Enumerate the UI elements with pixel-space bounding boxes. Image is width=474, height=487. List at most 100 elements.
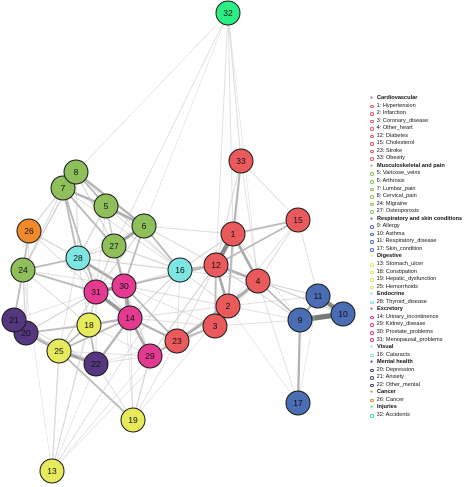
edge-6-1	[143, 225, 234, 235]
node-28: 28	[65, 245, 91, 271]
node-3-label: 3	[213, 321, 218, 331]
legend-ring-icon	[370, 187, 374, 192]
edge-13-29	[51, 355, 151, 472]
node-27: 27	[101, 233, 127, 259]
edge-28-25	[58, 257, 79, 352]
node-23-circle	[164, 328, 190, 354]
node-9-circle	[287, 307, 313, 333]
node-22-circle	[83, 351, 109, 377]
node-8-label: 8	[74, 167, 79, 177]
legend-dot-icon: ●	[370, 359, 374, 366]
legend-item: 18: Constipation	[370, 269, 474, 277]
node-6: 6	[131, 213, 157, 239]
legend-ring-icon	[370, 376, 374, 380]
node-27-label: 27	[109, 241, 119, 251]
legend-item: 3: Coronary_disease	[370, 118, 474, 126]
edge-15-12	[215, 219, 299, 266]
legend-item: 28: Thyroid_disease	[370, 299, 474, 307]
edge-6-12	[143, 225, 217, 266]
legend-group-mental: ● Mental health	[370, 359, 474, 367]
node-16-label: 16	[175, 265, 185, 275]
legend-ring-icon	[370, 285, 374, 290]
legend-item-label: 7: Lumbar_pain	[376, 185, 416, 192]
node-16-circle	[167, 257, 193, 283]
legend-item-label: 24: Migraine	[376, 200, 408, 207]
edge-32-4	[227, 12, 259, 282]
node-33: 33	[228, 148, 254, 174]
legend-dot-icon: ●	[370, 306, 374, 313]
legend-ring-icon	[370, 353, 374, 358]
legend-dot-icon: ●	[370, 404, 374, 411]
node-15: 15	[285, 207, 311, 233]
node-9-label: 9	[298, 315, 303, 325]
node-12: 12	[203, 252, 229, 278]
node-19: 19	[120, 407, 146, 433]
node-29-circle	[137, 343, 163, 369]
legend-item-label: 30: Prostate_problems	[376, 328, 433, 335]
node-layer: 1234567891011121314151617181920212223242…	[1, 0, 356, 484]
edge-14-2	[129, 305, 229, 319]
legend-item: 16: Cataracts	[370, 352, 474, 360]
node-32-circle	[215, 0, 241, 26]
legend-item: 19: Hepatic_dysfunction	[370, 276, 474, 284]
edge-5-31	[95, 205, 107, 293]
legend-dot-icon: ●	[370, 95, 374, 101]
legend-item-label: 23: Stroke	[376, 147, 403, 154]
legend-ring-icon	[370, 157, 374, 161]
legend-ring-icon	[370, 413, 374, 418]
legend-group-title: Mental health	[377, 359, 413, 366]
legend-ring-icon	[370, 368, 374, 373]
legend-item: 4: Other_heart	[370, 125, 474, 133]
legend-item: 7: Lumbar_pain	[370, 186, 474, 194]
edge-7-24	[22, 187, 64, 271]
node-23: 23	[164, 328, 190, 354]
node-18: 18	[76, 312, 102, 338]
node-12-circle	[203, 252, 229, 278]
edge-33-15	[240, 160, 299, 221]
legend-item: 6: Arthrosis	[370, 178, 474, 186]
node-1: 1	[220, 221, 246, 247]
node-24-circle	[10, 257, 36, 283]
legend-item: 20: Depression	[370, 367, 474, 375]
legend-ring-icon	[370, 142, 374, 146]
node-2: 2	[215, 293, 241, 319]
legend-item-label: 18: Constipation	[376, 268, 418, 275]
legend-ring-icon	[370, 179, 374, 184]
legend-ring-icon	[370, 398, 374, 403]
legend-ring-icon	[370, 300, 374, 305]
legend-item: 26: Cancer	[370, 397, 474, 405]
edge-25-29	[58, 350, 151, 357]
legend-item-label: 21: Anxiety	[376, 374, 404, 381]
edge-15-2	[227, 219, 299, 307]
edge-17-2	[227, 305, 299, 404]
node-22: 22	[83, 351, 109, 377]
edge-24-30	[22, 269, 125, 287]
legend-item-label: 32: Accidents	[376, 411, 410, 418]
legend-item: 8: Cervical_pain	[370, 193, 474, 201]
node-4: 4	[245, 268, 271, 294]
node-7-label: 7	[61, 183, 66, 193]
legend-ring-icon	[370, 338, 374, 343]
legend-item-label: 8: Cervical_pain	[376, 193, 417, 200]
legend-group-title: Cancer	[377, 389, 396, 396]
edge-32-8	[75, 12, 229, 173]
legend-item-label: 14: Urinary_incontinence	[376, 313, 439, 320]
edge-2-11	[227, 295, 319, 307]
legend-dot-icon: ●	[370, 291, 374, 298]
node-17-circle	[285, 390, 311, 416]
edge-33-4	[240, 160, 259, 282]
legend-group-injury: ● Injuries	[370, 404, 474, 412]
edge-8-28	[75, 171, 79, 259]
node-11: 11	[305, 283, 331, 309]
edge-29-12	[149, 264, 217, 357]
node-1-circle	[220, 221, 246, 247]
legend-group-title: Excretory	[377, 306, 403, 313]
edge-13-22	[51, 363, 97, 472]
node-25: 25	[46, 338, 72, 364]
legend-item: 31: Menopausal_problems	[370, 337, 474, 345]
node-3: 3	[202, 313, 228, 339]
legend-item-label: 19: Hepatic_dysfunction	[376, 276, 437, 283]
node-11-label: 11	[314, 291, 323, 301]
node-25-circle	[46, 338, 72, 364]
